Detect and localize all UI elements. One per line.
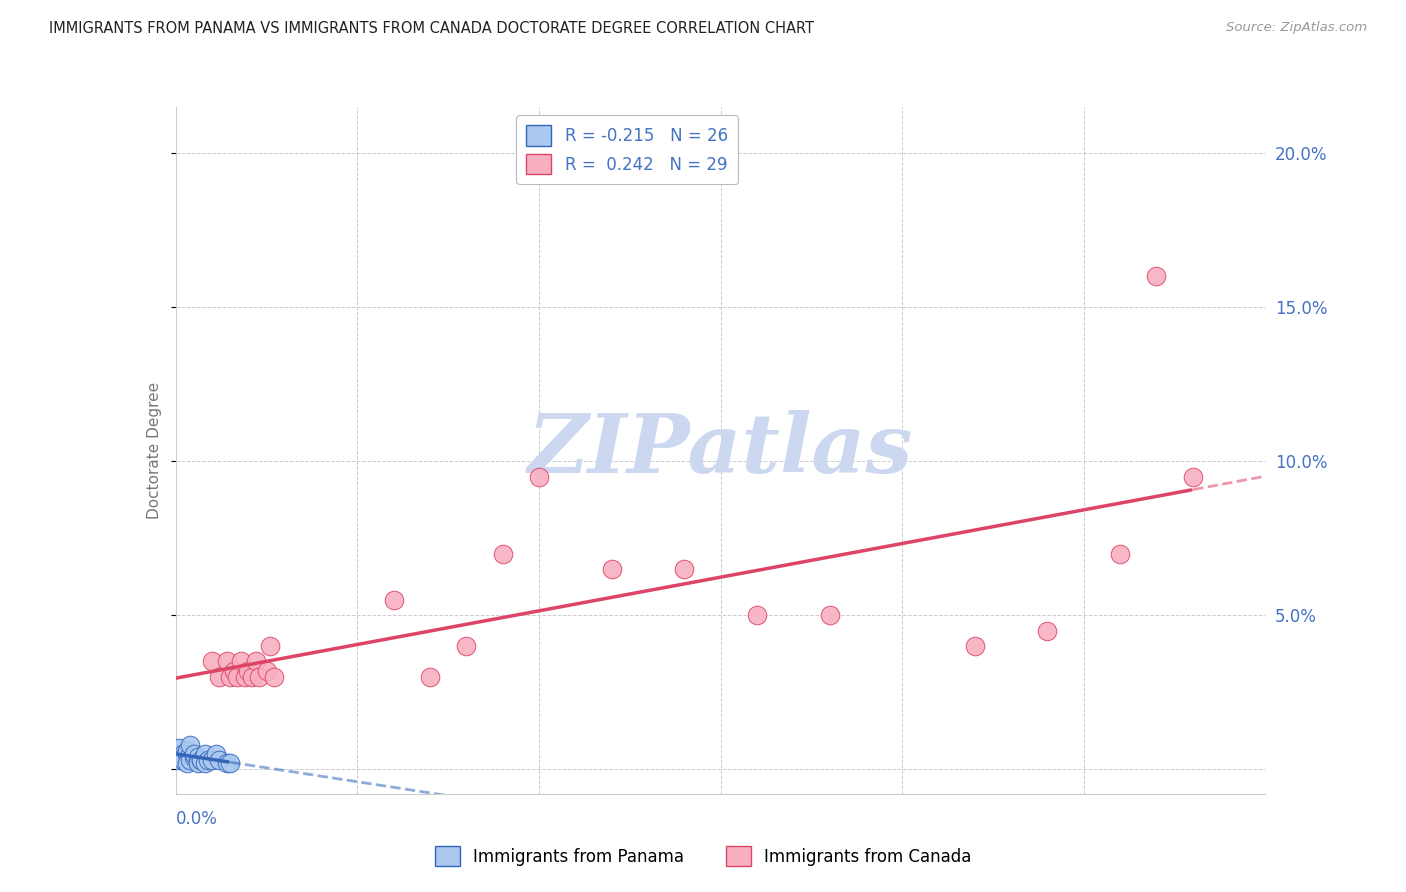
- Point: [1181, 469, 1204, 483]
- Text: ZIPatlas: ZIPatlas: [527, 410, 914, 491]
- Point: [169, 740, 191, 755]
- Point: [183, 750, 205, 764]
- Point: [201, 655, 224, 669]
- Point: [492, 547, 515, 561]
- Point: [179, 738, 201, 752]
- Point: [231, 655, 253, 669]
- Point: [176, 747, 198, 761]
- Point: [382, 592, 405, 607]
- Point: [240, 670, 263, 684]
- Text: IMMIGRANTS FROM PANAMA VS IMMIGRANTS FROM CANADA DOCTORATE DEGREE CORRELATION CH: IMMIGRANTS FROM PANAMA VS IMMIGRANTS FRO…: [49, 21, 814, 37]
- Point: [186, 756, 209, 770]
- Point: [245, 655, 267, 669]
- Point: [226, 670, 249, 684]
- Point: [172, 753, 194, 767]
- Point: [194, 756, 217, 770]
- Point: [197, 753, 219, 767]
- Point: [215, 756, 238, 770]
- Point: [201, 753, 224, 767]
- Point: [673, 562, 696, 576]
- Point: [190, 753, 212, 767]
- Point: [1146, 269, 1168, 284]
- Y-axis label: Doctorate Degree: Doctorate Degree: [148, 382, 163, 519]
- Point: [172, 747, 194, 761]
- Point: [179, 753, 201, 767]
- Legend: R = -0.215   N = 26, R =  0.242   N = 29: R = -0.215 N = 26, R = 0.242 N = 29: [516, 115, 738, 185]
- Point: [259, 639, 281, 653]
- Point: [456, 639, 478, 653]
- Point: [419, 670, 441, 684]
- Point: [818, 608, 841, 623]
- Point: [204, 747, 226, 761]
- Point: [190, 753, 212, 767]
- Legend: Immigrants from Panama, Immigrants from Canada: Immigrants from Panama, Immigrants from …: [427, 839, 979, 873]
- Point: [172, 750, 194, 764]
- Point: [219, 756, 242, 770]
- Point: [1036, 624, 1059, 638]
- Point: [247, 670, 270, 684]
- Point: [208, 670, 231, 684]
- Point: [527, 469, 550, 483]
- Point: [219, 670, 242, 684]
- Point: [222, 664, 245, 678]
- Text: Source: ZipAtlas.com: Source: ZipAtlas.com: [1226, 21, 1367, 35]
- Point: [233, 670, 256, 684]
- Point: [169, 747, 191, 761]
- Point: [963, 639, 986, 653]
- Point: [194, 747, 217, 761]
- Point: [600, 562, 623, 576]
- Point: [179, 747, 201, 761]
- Point: [256, 664, 278, 678]
- Point: [169, 753, 191, 767]
- Text: 0.0%: 0.0%: [176, 810, 218, 829]
- Point: [183, 747, 205, 761]
- Point: [176, 756, 198, 770]
- Point: [215, 655, 238, 669]
- Point: [176, 744, 198, 758]
- Point: [186, 750, 209, 764]
- Point: [263, 670, 285, 684]
- Point: [745, 608, 768, 623]
- Point: [1109, 547, 1132, 561]
- Point: [208, 753, 231, 767]
- Point: [238, 664, 260, 678]
